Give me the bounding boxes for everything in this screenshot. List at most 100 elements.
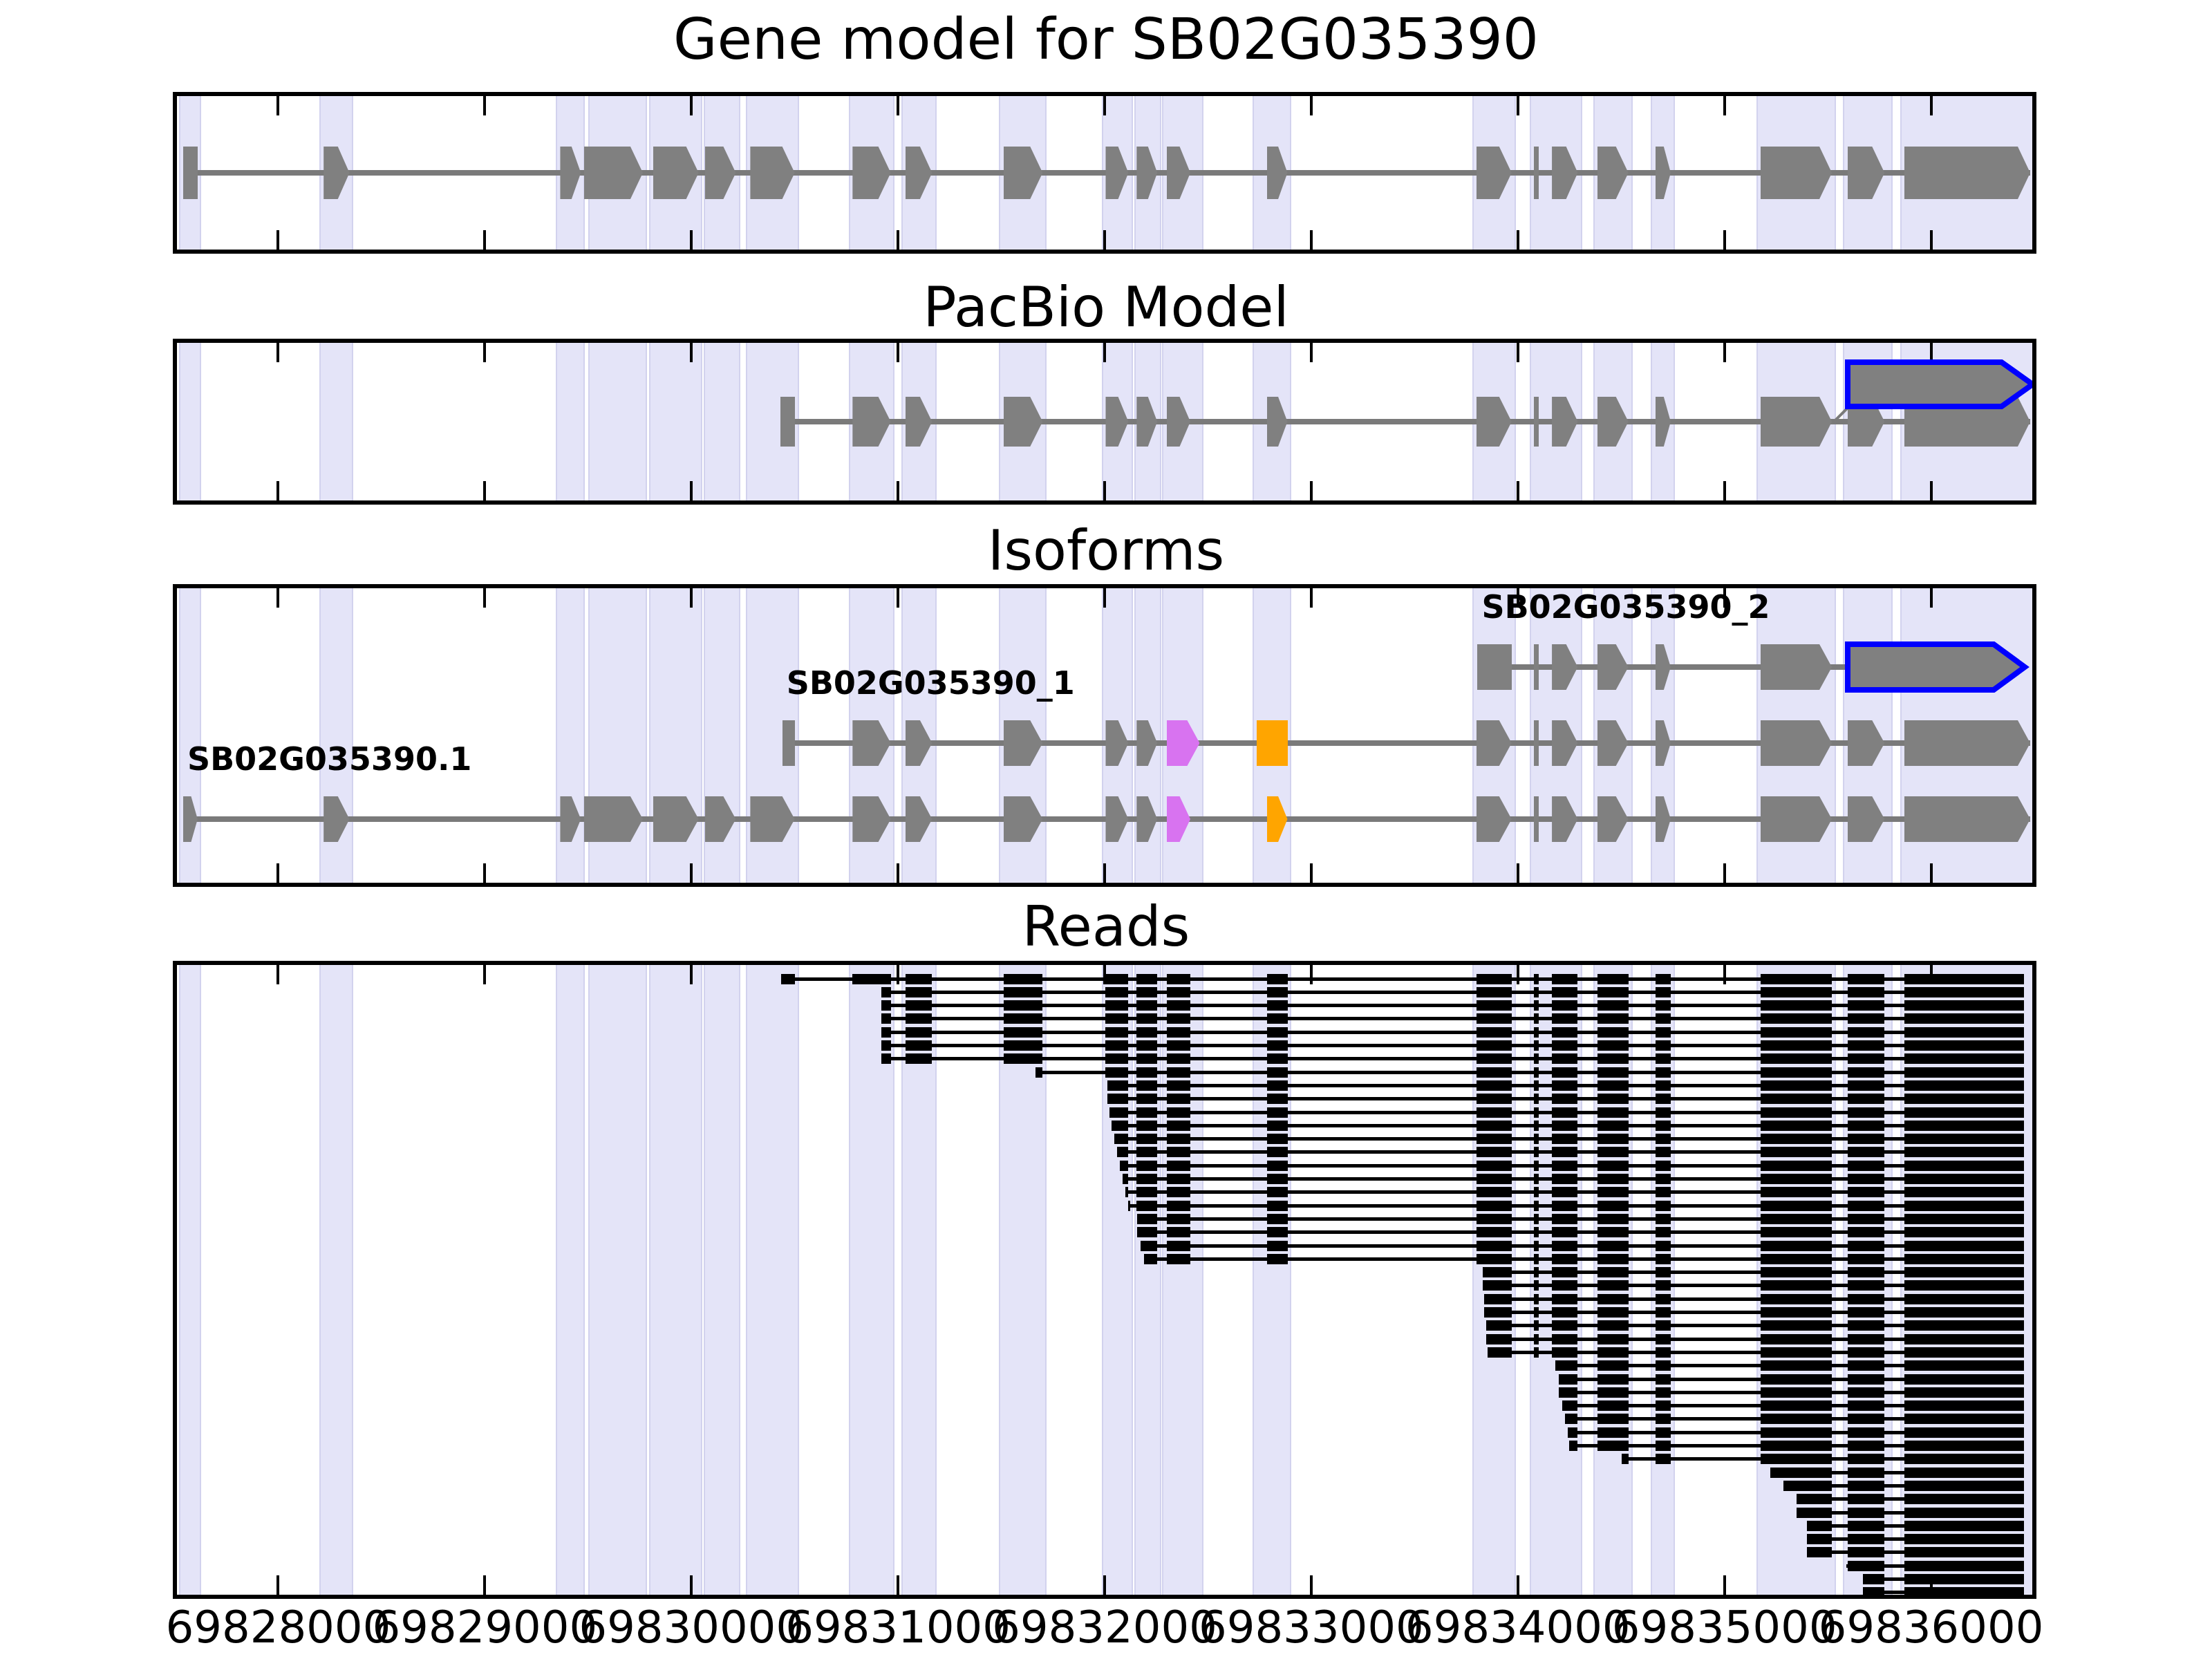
axis-tick bbox=[897, 1575, 900, 1595]
read-exon-block bbox=[1477, 1213, 1512, 1224]
axis-tick bbox=[1516, 1575, 1519, 1595]
isoform-exon bbox=[183, 796, 198, 842]
exon-highlight-band bbox=[704, 965, 741, 1595]
axis-tick bbox=[1103, 343, 1106, 362]
axis-tick bbox=[1309, 965, 1313, 984]
axis-tick bbox=[1516, 863, 1519, 883]
read-exon-block bbox=[1125, 1187, 1129, 1198]
read-exon-block bbox=[881, 1027, 891, 1038]
axis-tick bbox=[1309, 1575, 1313, 1595]
pacbio-exon bbox=[1656, 397, 1671, 447]
isoform-novel-feature-arrow bbox=[1845, 641, 2030, 693]
read-exon-block bbox=[1904, 1574, 2025, 1584]
read-exon-block bbox=[1904, 1013, 2025, 1024]
read-exon-block bbox=[1166, 1213, 1191, 1224]
read-line bbox=[1783, 1483, 2025, 1488]
pacbio-exon bbox=[780, 397, 795, 447]
read-exon-block bbox=[1847, 1374, 1885, 1385]
read-exon-block bbox=[1655, 1013, 1671, 1024]
read-exon-block bbox=[1847, 1547, 1885, 1558]
read-exon-block bbox=[1655, 1347, 1671, 1358]
read-exon-block bbox=[1003, 1000, 1043, 1011]
read-exon-block bbox=[1266, 1000, 1288, 1011]
read-exon-block bbox=[1105, 1067, 1129, 1078]
read-exon-block bbox=[1655, 1227, 1671, 1238]
read-exon-block bbox=[1266, 986, 1288, 997]
read-exon-block bbox=[1863, 1574, 1885, 1584]
read-exon-block bbox=[1760, 1400, 1833, 1412]
axis-tick bbox=[1103, 863, 1106, 883]
read-exon-block bbox=[1597, 1280, 1629, 1291]
read-exon-block bbox=[1760, 1320, 1833, 1331]
axis-tick bbox=[690, 965, 693, 984]
read-exon-block bbox=[1655, 1280, 1671, 1291]
read-exon-block bbox=[1003, 973, 1043, 984]
read-exon-block bbox=[1770, 1467, 1833, 1478]
read-exon-block bbox=[1655, 1400, 1671, 1412]
read-exon-block bbox=[1136, 1160, 1158, 1171]
read-line bbox=[780, 977, 2025, 981]
read-exon-block bbox=[1863, 1587, 1885, 1595]
read-exon-block bbox=[1847, 1480, 1885, 1491]
read-exon-block bbox=[1482, 1280, 1512, 1291]
read-exon-block bbox=[1003, 1040, 1043, 1051]
read-exon-block bbox=[1552, 1134, 1578, 1145]
read-exon-block bbox=[1597, 1080, 1629, 1091]
axis-tick bbox=[897, 588, 900, 608]
isoform-label: SB02G035390_2 bbox=[1481, 588, 1770, 626]
gene-exon bbox=[1904, 147, 2030, 199]
axis-tick bbox=[1309, 481, 1313, 500]
read-exon-block bbox=[1655, 1120, 1671, 1131]
read-exon-block bbox=[1847, 1333, 1885, 1344]
read-exon-block bbox=[1136, 1053, 1158, 1065]
read-exon-block bbox=[1569, 1441, 1578, 1451]
read-exon-block bbox=[1597, 1013, 1629, 1024]
read-exon-block bbox=[1760, 1107, 1833, 1118]
axis-tick bbox=[1929, 1575, 1933, 1595]
read-exon-block bbox=[1904, 1080, 2025, 1091]
axis-tick bbox=[276, 1575, 280, 1595]
read-exon-block bbox=[1904, 1387, 2025, 1398]
exon-highlight-band bbox=[178, 588, 201, 883]
axis-tick bbox=[897, 96, 900, 115]
read-exon-block bbox=[1847, 1427, 1885, 1438]
read-exon-block bbox=[1166, 973, 1191, 984]
axis-tick bbox=[1723, 96, 1726, 115]
read-exon-block bbox=[881, 986, 891, 997]
isoform-exon bbox=[1904, 796, 2030, 842]
read-exon-block bbox=[1904, 973, 2025, 984]
read-line bbox=[1482, 1271, 2025, 1275]
read-exon-block bbox=[780, 973, 795, 984]
read-exon-block bbox=[1534, 1307, 1539, 1318]
read-exon-block bbox=[1655, 1253, 1671, 1264]
read-exon-block bbox=[1266, 1094, 1288, 1105]
read-exon-block bbox=[1166, 1040, 1191, 1051]
read-exon-block bbox=[1266, 1160, 1288, 1171]
read-exon-block bbox=[1904, 1494, 2025, 1505]
isoform-exon bbox=[1534, 720, 1539, 766]
isoform-label: SB02G035390_1 bbox=[786, 664, 1075, 702]
read-exon-block bbox=[1655, 1307, 1671, 1318]
read-exon-block bbox=[1597, 1134, 1629, 1145]
read-exon-block bbox=[1597, 1293, 1629, 1304]
read-exon-block bbox=[1655, 1094, 1671, 1105]
read-exon-block bbox=[1482, 1267, 1512, 1278]
isoform-exon bbox=[1761, 796, 1832, 842]
read-exon-block bbox=[1534, 986, 1539, 997]
blue-outlined-exon-shape bbox=[1844, 359, 2032, 409]
read-exon-block bbox=[1655, 1067, 1671, 1078]
read-exon-block bbox=[1904, 1507, 2025, 1518]
axis-tick bbox=[483, 588, 487, 608]
read-exon-block bbox=[1266, 1134, 1288, 1145]
read-exon-block bbox=[1904, 1480, 2025, 1491]
read-exon-block bbox=[1597, 1227, 1629, 1238]
isoforms-panel: SB02G035390_2 SB02G035390_1 SB02G035390.1 bbox=[173, 584, 2036, 887]
read-exon-block bbox=[1597, 1400, 1629, 1412]
exon-highlight-band bbox=[555, 343, 585, 500]
exon-highlight-band bbox=[178, 965, 201, 1595]
read-exon-block bbox=[1760, 1067, 1833, 1078]
read-exon-block bbox=[1847, 1280, 1885, 1291]
read-exon-block bbox=[1904, 1280, 2025, 1291]
read-exon-block bbox=[1904, 1053, 2025, 1065]
read-exon-block bbox=[1534, 1013, 1539, 1024]
